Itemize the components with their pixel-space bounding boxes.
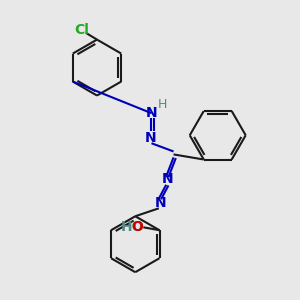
Text: N: N [154,196,166,210]
Text: O: O [131,220,143,234]
Text: N: N [162,172,173,186]
Text: HO: HO [121,220,144,234]
Text: N: N [146,106,158,120]
Text: Cl: Cl [74,23,89,37]
Text: N: N [145,131,157,145]
Text: H: H [158,98,167,111]
